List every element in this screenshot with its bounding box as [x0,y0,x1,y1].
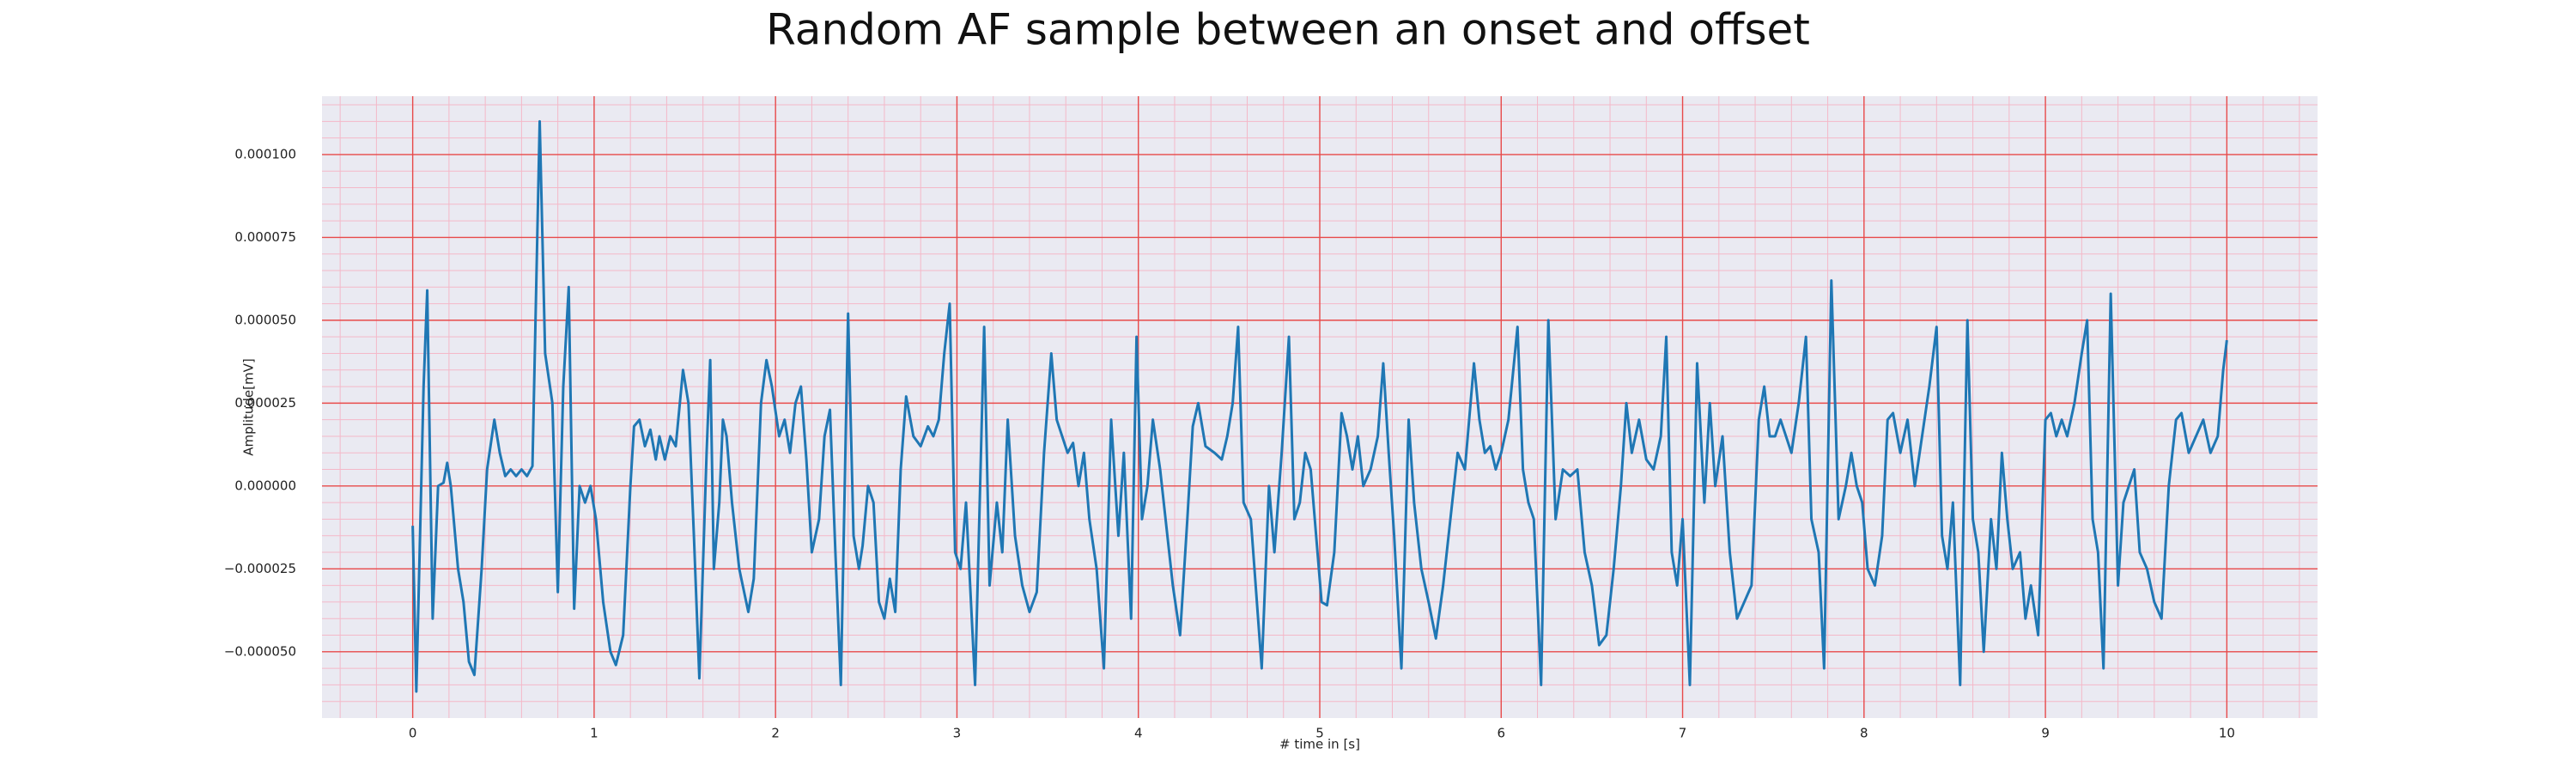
y-tick-label: 0.000050 [234,312,296,327]
x-tick-label: 8 [1860,726,1868,741]
y-tick-label: −0.000025 [224,561,296,576]
y-tick-label: 0.000000 [234,478,296,493]
y-tick-label: 0.000100 [234,146,296,161]
x-tick-label: 3 [953,726,962,741]
y-axis-label: Amplitude[mV] [241,358,257,455]
y-tick-label: −0.000050 [224,643,296,659]
x-tick-label: 0 [409,726,417,741]
chart-title: Random AF sample between an onset and of… [766,5,1810,55]
x-tick-label: 6 [1497,726,1505,741]
x-tick-label: 5 [1315,726,1324,741]
y-tick-label: 0.000075 [234,229,296,245]
x-tick-label: 9 [2041,726,2050,741]
x-tick-label: 1 [590,726,598,741]
x-tick-label: 4 [1134,726,1143,741]
x-tick-label: 2 [771,726,780,741]
x-axis-label: # time in [s] [1279,737,1360,752]
data-line [411,119,2228,693]
x-tick-label: 10 [2219,726,2235,741]
y-tick-label: 0.000025 [234,395,296,411]
x-tick-label: 7 [1679,726,1687,741]
